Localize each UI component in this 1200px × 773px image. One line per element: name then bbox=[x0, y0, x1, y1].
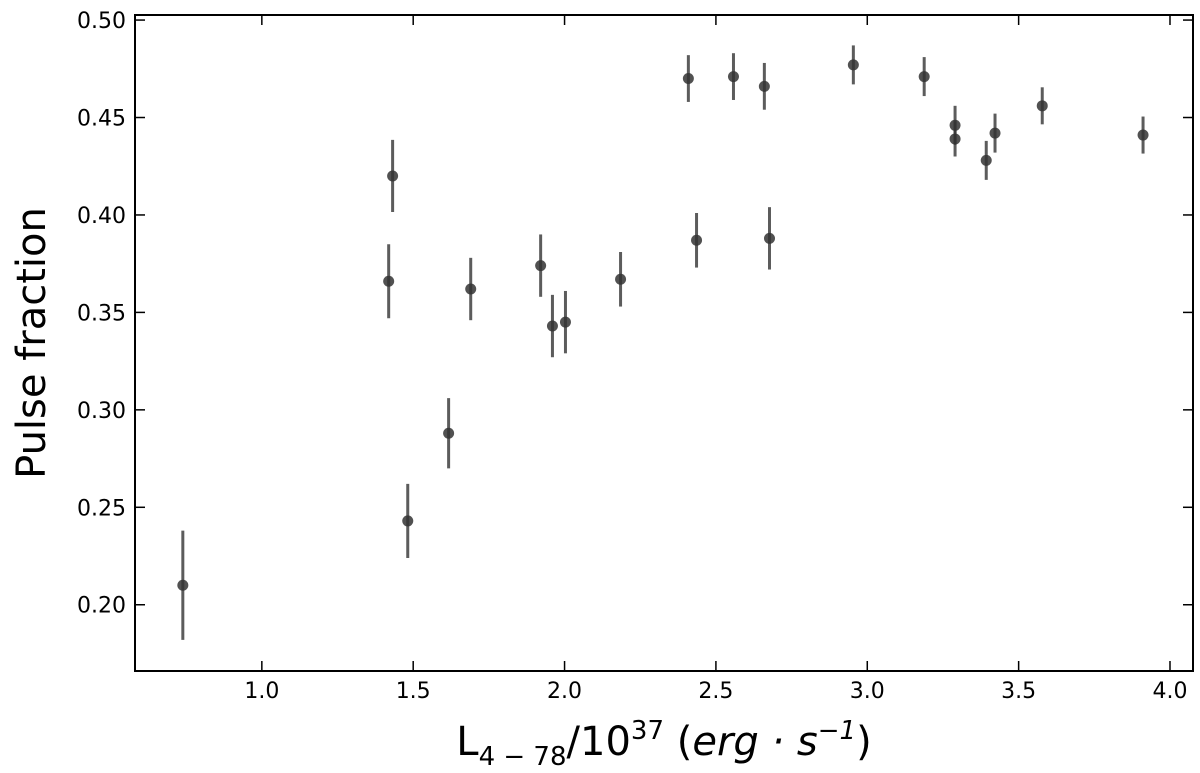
y-tick-label: 0.25 bbox=[77, 496, 126, 521]
data-point bbox=[465, 283, 477, 295]
data-point bbox=[847, 59, 859, 71]
data-point bbox=[177, 579, 189, 591]
data-point bbox=[682, 73, 694, 85]
y-tick-label: 0.20 bbox=[77, 594, 126, 619]
y-tick-label: 0.35 bbox=[77, 301, 126, 326]
y-tick-label: 0.45 bbox=[77, 107, 126, 132]
x-tick-label: 2.5 bbox=[698, 679, 733, 704]
data-point bbox=[989, 127, 1001, 139]
x-axis-label-part: ( bbox=[664, 719, 692, 765]
data-point bbox=[535, 260, 547, 272]
x-tick-label: 1.0 bbox=[244, 679, 279, 704]
y-tick-label: 0.30 bbox=[77, 399, 126, 424]
data-point bbox=[387, 170, 399, 182]
x-axis-label-part: ) bbox=[856, 719, 872, 765]
data-point bbox=[758, 80, 770, 92]
x-axis-label-part: 37 bbox=[631, 716, 664, 746]
data-point bbox=[1137, 129, 1149, 141]
plot-frame bbox=[134, 14, 1194, 672]
x-axis-label: L4 − 78/1037 (erg · s−1) bbox=[456, 716, 871, 772]
x-axis-label-part: L bbox=[456, 719, 479, 765]
y-axis-label: Pulse fraction bbox=[9, 207, 55, 479]
x-tick-label: 4.0 bbox=[1152, 679, 1187, 704]
data-point bbox=[763, 232, 775, 244]
x-tick-label: 1.5 bbox=[396, 679, 431, 704]
x-axis-label-part: 4 − 78 bbox=[479, 742, 567, 772]
x-tick-label: 2.0 bbox=[547, 679, 582, 704]
y-tick-label: 0.50 bbox=[77, 9, 126, 34]
data-point bbox=[546, 320, 558, 332]
x-tick-label: 3.0 bbox=[850, 679, 885, 704]
data-point bbox=[402, 515, 414, 527]
x-tick-label: 3.5 bbox=[1001, 679, 1036, 704]
data-point bbox=[727, 71, 739, 83]
y-tick-label: 0.40 bbox=[77, 204, 126, 229]
data-point bbox=[980, 154, 992, 166]
data-point bbox=[1036, 100, 1048, 112]
x-axis-label-part: /10 bbox=[567, 719, 631, 765]
data-point bbox=[615, 273, 627, 285]
data-point bbox=[443, 427, 455, 439]
data-point bbox=[918, 71, 930, 83]
data-point bbox=[691, 234, 703, 246]
x-axis-label-part: −1 bbox=[818, 716, 856, 746]
x-axis-label-part: erg · s bbox=[692, 719, 817, 765]
data-point bbox=[559, 316, 571, 328]
data-point bbox=[949, 133, 961, 145]
data-point bbox=[383, 275, 395, 287]
